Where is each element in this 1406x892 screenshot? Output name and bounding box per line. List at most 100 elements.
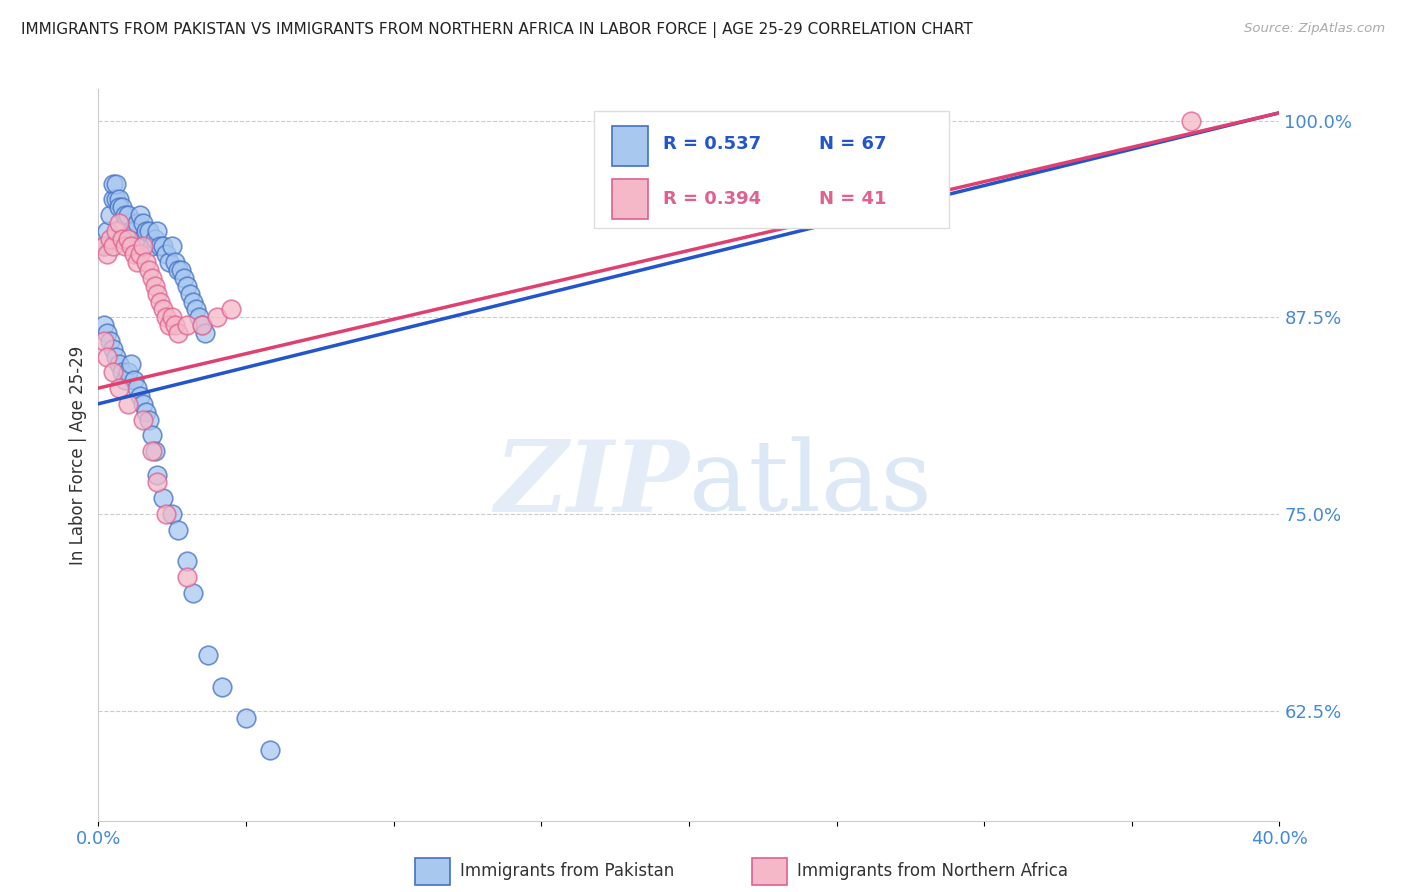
Point — [132, 216, 155, 230]
Point — [184, 302, 207, 317]
Point — [114, 239, 136, 253]
Point — [128, 247, 150, 261]
Point — [96, 224, 118, 238]
Point — [122, 224, 145, 238]
Text: IMMIGRANTS FROM PAKISTAN VS IMMIGRANTS FROM NORTHERN AFRICA IN LABOR FORCE | AGE: IMMIGRANTS FROM PAKISTAN VS IMMIGRANTS F… — [21, 22, 973, 38]
Point — [176, 278, 198, 293]
Point — [114, 373, 136, 387]
Point — [117, 232, 139, 246]
FancyBboxPatch shape — [612, 126, 648, 166]
Point — [93, 334, 115, 348]
FancyBboxPatch shape — [595, 112, 949, 228]
Point — [132, 232, 155, 246]
Point — [141, 428, 163, 442]
FancyBboxPatch shape — [612, 179, 648, 219]
Point — [173, 271, 195, 285]
Point — [143, 232, 166, 246]
Point — [143, 444, 166, 458]
Text: Immigrants from Pakistan: Immigrants from Pakistan — [460, 863, 673, 880]
Point — [152, 491, 174, 505]
Point — [120, 358, 142, 372]
Point — [141, 444, 163, 458]
Text: R = 0.537: R = 0.537 — [664, 135, 761, 153]
Text: Source: ZipAtlas.com: Source: ZipAtlas.com — [1244, 22, 1385, 36]
Point — [191, 318, 214, 333]
Point — [103, 177, 125, 191]
Point — [135, 224, 157, 238]
Point — [179, 286, 201, 301]
Point — [155, 507, 177, 521]
Point — [98, 334, 121, 348]
Point — [165, 318, 187, 333]
Point — [162, 239, 183, 253]
Point — [114, 208, 136, 222]
Point — [205, 310, 228, 325]
Point — [149, 294, 172, 309]
Point — [143, 278, 166, 293]
Point — [157, 318, 180, 333]
Point — [105, 177, 128, 191]
Point — [157, 255, 180, 269]
Point — [108, 200, 131, 214]
Point — [146, 475, 169, 490]
Point — [96, 350, 118, 364]
Point — [98, 208, 121, 222]
Point — [176, 554, 198, 568]
Point — [111, 200, 134, 214]
Point — [167, 326, 190, 340]
Text: atlas: atlas — [689, 436, 932, 532]
Point — [162, 310, 183, 325]
Point — [167, 263, 190, 277]
Point — [141, 239, 163, 253]
Point — [219, 302, 242, 317]
Text: N = 41: N = 41 — [818, 190, 886, 208]
Point — [132, 239, 155, 253]
Text: ZIP: ZIP — [494, 436, 689, 533]
Point — [117, 365, 139, 379]
Point — [176, 570, 198, 584]
Point — [167, 523, 190, 537]
Point — [111, 232, 134, 246]
Point — [98, 232, 121, 246]
Point — [128, 208, 150, 222]
Point — [146, 286, 169, 301]
Point — [170, 263, 193, 277]
Point — [93, 239, 115, 253]
Y-axis label: In Labor Force | Age 25-29: In Labor Force | Age 25-29 — [69, 345, 87, 565]
Point — [138, 412, 160, 426]
Point — [125, 216, 148, 230]
Point — [120, 224, 142, 238]
Point — [259, 743, 281, 757]
Point — [187, 310, 209, 325]
Point — [96, 326, 118, 340]
Point — [181, 585, 204, 599]
Point — [105, 224, 128, 238]
Point — [211, 680, 233, 694]
Point — [135, 405, 157, 419]
Point — [120, 239, 142, 253]
Point — [111, 365, 134, 379]
Point — [138, 263, 160, 277]
Point — [191, 318, 214, 333]
Point — [152, 239, 174, 253]
Point — [128, 389, 150, 403]
Point — [122, 247, 145, 261]
Point — [146, 224, 169, 238]
Point — [138, 224, 160, 238]
Point — [149, 239, 172, 253]
Point — [155, 310, 177, 325]
Point — [181, 294, 204, 309]
Point — [117, 397, 139, 411]
Point — [132, 412, 155, 426]
Point — [105, 350, 128, 364]
Point — [132, 397, 155, 411]
Text: Immigrants from Northern Africa: Immigrants from Northern Africa — [797, 863, 1069, 880]
Point — [103, 192, 125, 206]
Point — [103, 239, 125, 253]
Point — [176, 318, 198, 333]
Point — [93, 318, 115, 333]
Point — [96, 247, 118, 261]
Point — [93, 239, 115, 253]
Point — [155, 247, 177, 261]
Point — [122, 373, 145, 387]
